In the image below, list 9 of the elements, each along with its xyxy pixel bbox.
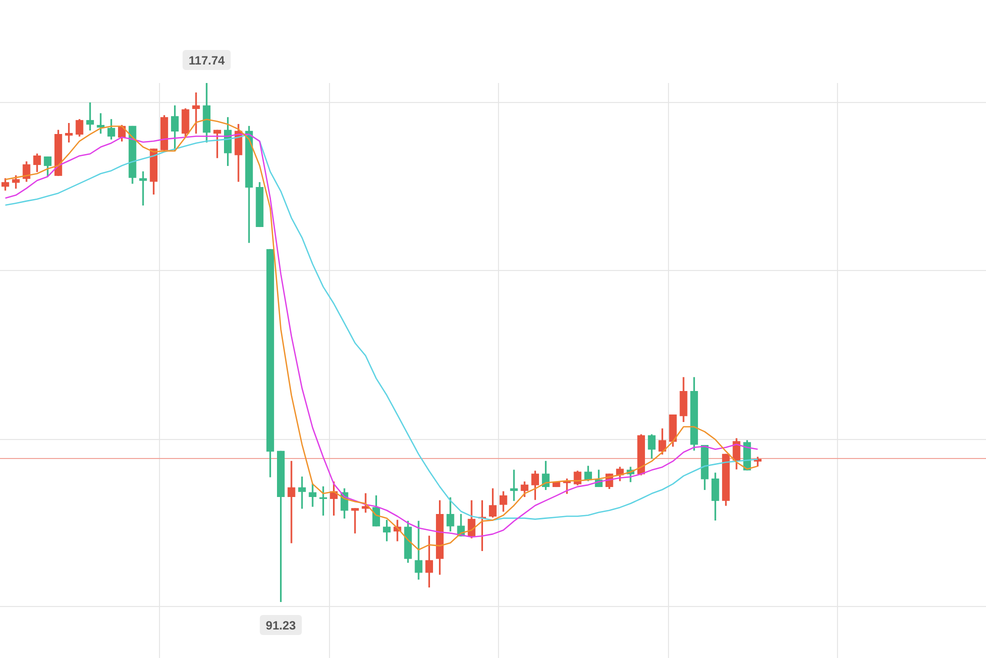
candlestick xyxy=(192,92,200,134)
candlestick xyxy=(298,476,306,509)
candlestick xyxy=(86,102,94,131)
annotation: 117.74 xyxy=(188,53,225,68)
candlestick xyxy=(288,460,296,544)
annotation: 91.23 xyxy=(266,618,296,632)
candlestick xyxy=(139,171,147,206)
candlestick xyxy=(351,508,359,534)
candlestick xyxy=(510,470,518,501)
